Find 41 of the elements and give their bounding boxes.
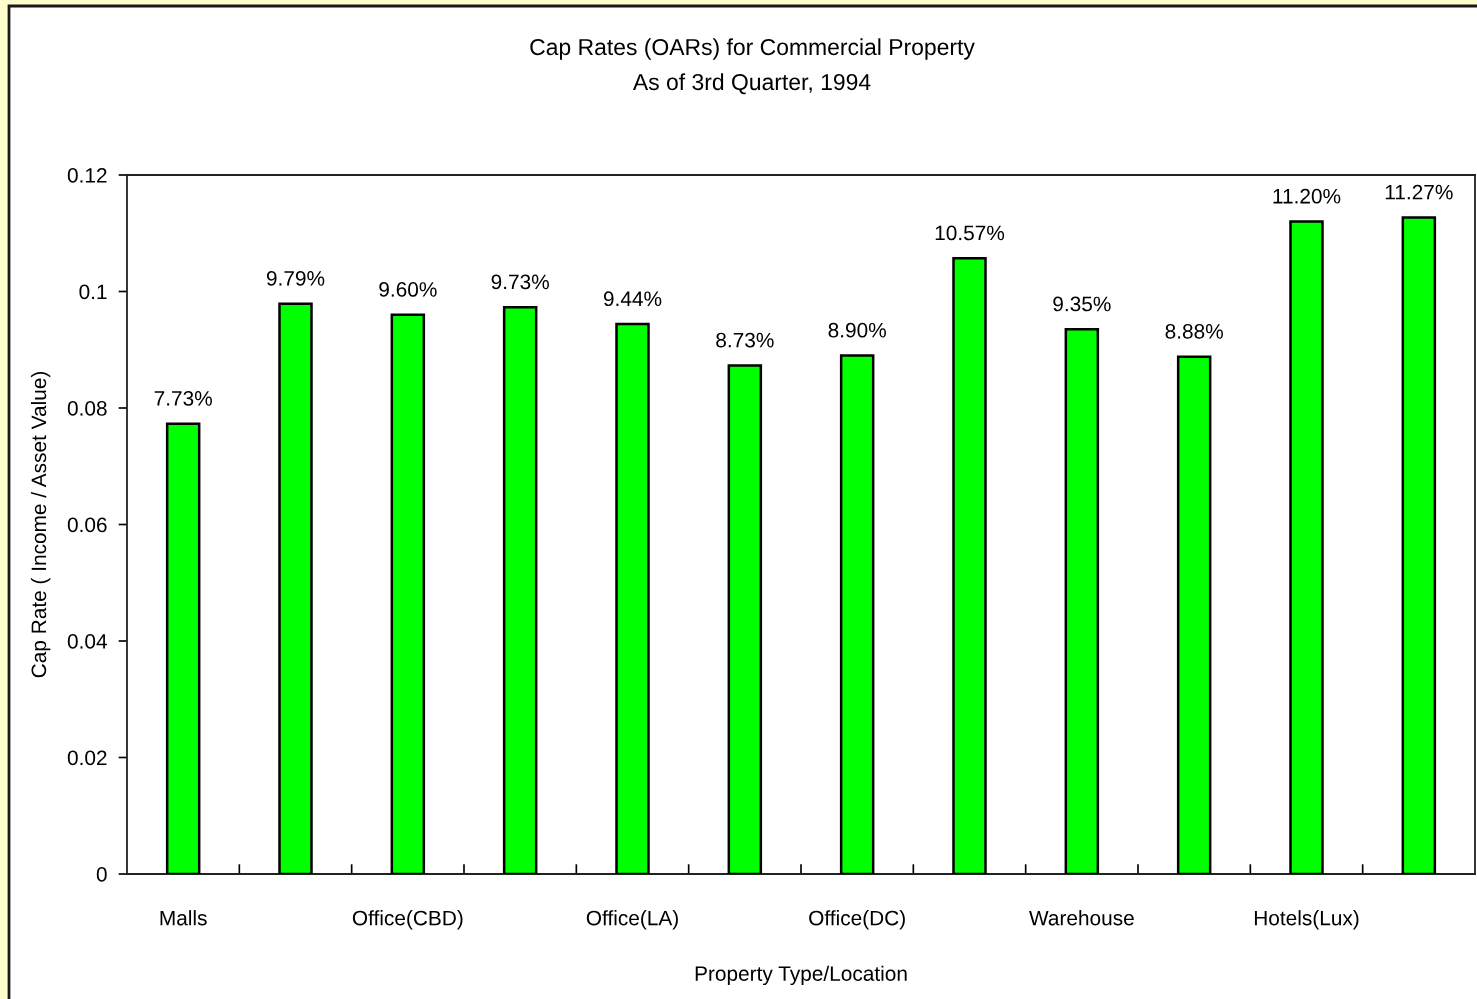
bar [1064,328,1100,874]
data-label: 7.73% [154,390,212,406]
y-tick-label: 0.12 [67,168,107,183]
data-label: 9.35% [1053,296,1111,312]
bar [502,305,538,874]
data-label: 9.79% [266,270,325,286]
y-tick-label: 0.1 [79,284,107,300]
bar [615,322,650,874]
x-axis-title: Property Type/Location [695,965,907,986]
bar [390,313,426,874]
y-tick-label: 0.02 [67,750,107,766]
x-tick-label: Hotels(Lux) [1254,910,1359,930]
x-tick-label: Office(DC) [809,910,905,930]
x-tick-label: Office(LA) [586,910,678,930]
y-axis-title: Cap Rate ( Income / Asset Value) [30,371,51,678]
data-label: 9.60% [379,282,437,297]
data-label: 8.88% [1165,323,1223,339]
bar [1289,220,1324,874]
bar [278,302,313,874]
bar [1401,216,1437,874]
chart-title: Cap Rates (OARs) for Commercial Property [530,38,975,60]
bar [1176,355,1212,874]
x-tick-label: Warehouse [1029,910,1134,926]
data-label: 11.27% [1385,184,1453,200]
chart-subtitle: As of 3rd Quarter, 1994 [632,73,871,95]
x-tick-label: Malls [160,910,207,926]
data-label: 9.44% [603,291,662,307]
y-tick-label: 0.08 [67,401,107,416]
data-label: 9.73% [491,274,549,290]
bar [165,422,201,874]
y-tick-label: 0.06 [67,517,107,533]
y-tick-label: 0 [96,867,107,882]
bar [952,257,987,874]
data-label: 10.57% [935,225,1005,241]
bar [839,354,875,874]
bar [727,364,763,874]
x-tick-label: Office(CBD) [352,910,463,930]
y-tick-label: 0.04 [67,634,107,649]
data-label: 8.73% [716,332,774,348]
data-label: 8.90% [828,322,886,338]
data-label: 11.20% [1273,188,1341,204]
